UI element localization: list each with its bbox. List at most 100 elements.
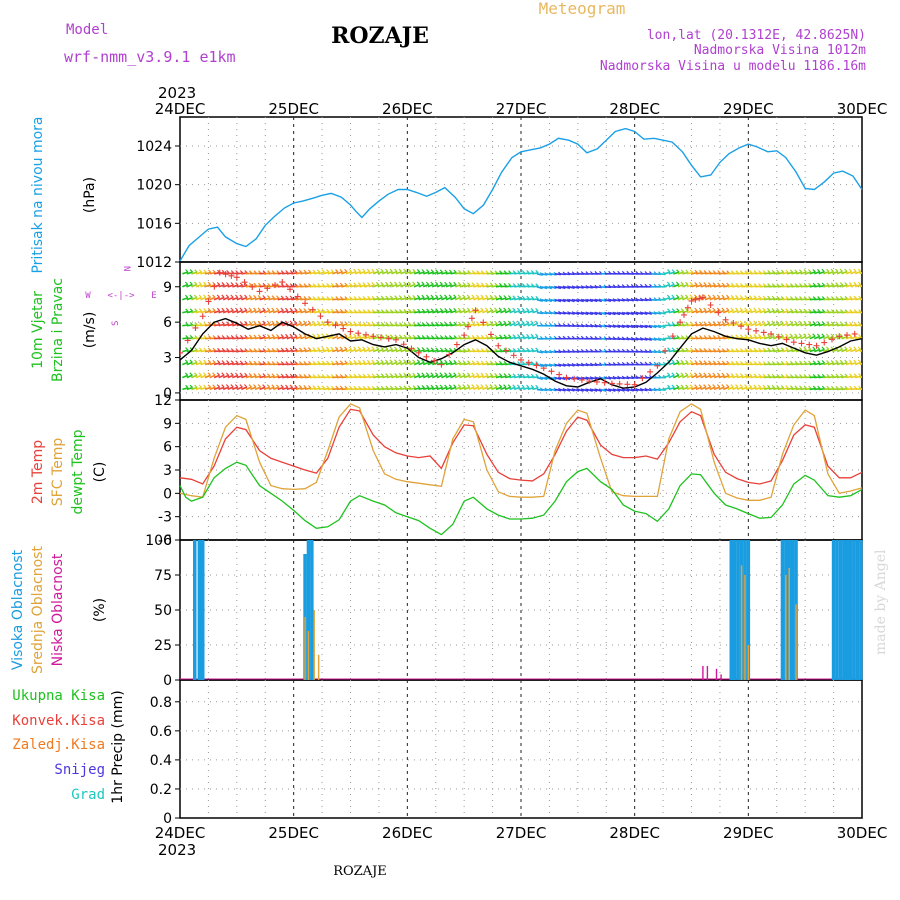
wind-barb (518, 375, 525, 379)
wind-barb-head (207, 359, 212, 364)
wind-barb-head (253, 348, 257, 352)
wind-barb (786, 310, 793, 314)
wind-barb (709, 296, 716, 301)
wind-barb-head (712, 372, 716, 376)
wind-gust-marker (216, 269, 223, 276)
wind-barb-head (839, 359, 844, 364)
wind-barb-head (375, 268, 380, 272)
wind-gust-marker (446, 351, 453, 358)
wind-barb-head (307, 308, 312, 312)
wind-barb-head (326, 385, 330, 389)
wind-barb-head (417, 334, 421, 339)
wind-barb (222, 386, 230, 391)
wind-barb-head (789, 320, 794, 324)
wind-barb (518, 322, 525, 327)
wind-barb (532, 298, 539, 301)
wind-barb (363, 335, 371, 340)
wind-barb (195, 271, 202, 275)
wind-barb-head (780, 283, 785, 287)
wind-barb (245, 375, 252, 379)
wind-barb (532, 272, 539, 275)
wind-barb-head (748, 334, 753, 338)
wind-barb-head (262, 307, 266, 311)
wind-barb-head (398, 281, 402, 285)
wind-barb (854, 348, 861, 353)
y-tick-label: 6 (163, 315, 172, 331)
wind-barb (241, 374, 248, 379)
wind-barb-head (785, 320, 789, 324)
wind-barb-head (717, 360, 721, 364)
wind-barb-head (189, 269, 194, 273)
wind-barb (259, 309, 266, 314)
wind-barb (686, 323, 694, 327)
wind-barb-head (471, 360, 476, 364)
wind-barb-head (335, 373, 339, 378)
wind-barb (841, 348, 848, 353)
wind-barb (445, 283, 452, 288)
wind-barb-head (803, 333, 807, 337)
wind-barb (727, 297, 734, 301)
wind-barb-head (230, 372, 234, 376)
wind-barb (859, 324, 862, 327)
wind-barb (404, 374, 411, 379)
wind-barb-head (762, 270, 767, 274)
wind-barb-head (430, 308, 435, 312)
wind-barb-head (398, 334, 403, 338)
wind-barb-head (248, 294, 253, 299)
elevation-label: Nadmorska Visina 1012m (694, 43, 866, 58)
wind-barb-head (794, 308, 798, 312)
wind-barb (186, 361, 193, 366)
wind-barb-head (307, 385, 312, 389)
wind-barb (186, 283, 193, 288)
wind-barb (336, 362, 343, 366)
wind-barb-head (762, 307, 766, 312)
wind-barb (682, 283, 689, 288)
wind-barb-head (739, 334, 744, 338)
wind-barb-head (512, 334, 516, 338)
wind-barb-head (317, 360, 321, 365)
wind-barb-head (785, 385, 789, 389)
wind-barb (677, 349, 684, 353)
wind-barb (486, 323, 493, 327)
wind-barb (227, 386, 234, 391)
wind-barb (409, 297, 416, 301)
wind-barb-head (462, 282, 466, 286)
wind-barb (663, 296, 671, 301)
wind-barb (236, 309, 243, 314)
wind-barb (300, 322, 307, 327)
wind-barb-head (671, 359, 675, 363)
wind-barb (832, 348, 839, 353)
wind-barb (414, 387, 421, 391)
wind-barb-head (708, 360, 712, 364)
wind-barb-head (448, 347, 453, 352)
model-label: Model (66, 22, 108, 38)
wind-barb-head (253, 270, 257, 274)
wind-barb (422, 374, 430, 379)
wind-barb (704, 284, 712, 288)
wind-barb-head (666, 372, 671, 376)
wind-barb (759, 386, 766, 391)
wind-barb-head (498, 373, 503, 377)
wind-barb (477, 362, 484, 366)
wind-barb-head (426, 322, 430, 326)
wind-barb (250, 386, 257, 391)
cloud-bar-mid_cloud (740, 565, 743, 680)
wind-barb-head (339, 308, 344, 313)
wind-barb (777, 310, 784, 314)
wind-barb-head (485, 270, 489, 274)
wind-barb-head (744, 295, 748, 299)
wind-barb-head (485, 372, 489, 377)
wind-barb (718, 386, 725, 391)
wind-barb-head (707, 294, 712, 298)
wind-barb (282, 386, 289, 391)
wind-barb (786, 335, 793, 340)
wind-barb-head (303, 360, 307, 365)
wind-barb-head (262, 348, 266, 352)
wind-barb (227, 296, 234, 301)
wind-barb (732, 309, 739, 314)
wind-barb-head (744, 282, 748, 287)
wind-barb-head (226, 335, 230, 339)
wind-barb-head (357, 268, 362, 273)
wind-barb (695, 323, 703, 327)
